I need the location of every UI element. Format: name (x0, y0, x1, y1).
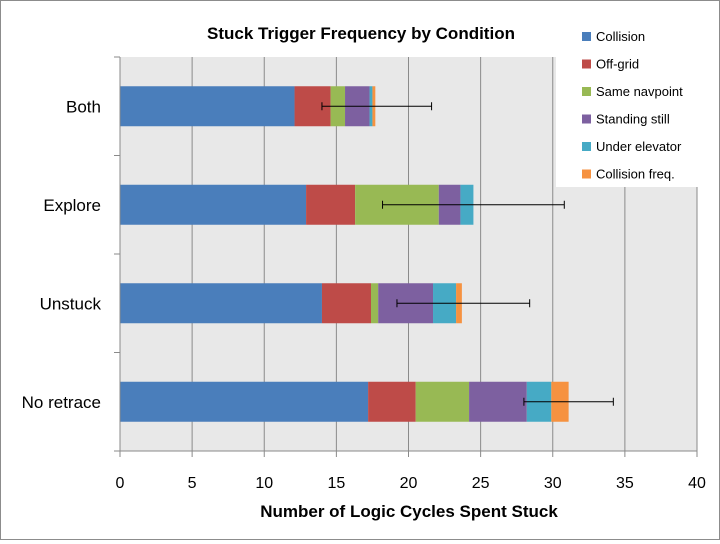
x-tick-label-0: 0 (116, 475, 125, 492)
legend-label-under-elevator: Under elevator (596, 139, 682, 154)
bar-no-retrace-collision (120, 381, 369, 422)
legend-swatch-under-elevator (582, 142, 591, 151)
x-tick-label-10: 10 (255, 475, 273, 492)
axes: 0 5 10 15 20 25 30 35 40 Both Explore Unstuck No ret… (22, 56, 706, 492)
legend: Collision Off-grid Same navpoint Standing s… (556, 19, 714, 187)
legend-swatch-collision-freq (582, 169, 591, 179)
legend-swatch-off-grid (582, 59, 591, 69)
bar-unstuck-collision (120, 283, 322, 324)
bar-explore-collision (120, 184, 307, 225)
bar-no-retrace-standing-still (469, 381, 527, 422)
x-tick-label-20: 20 (400, 475, 418, 492)
legend-swatch-same-navpoint (582, 87, 591, 96)
bar-unstuck-same-navpoint (370, 283, 379, 324)
bar-unstuck-off-grid (321, 283, 371, 324)
legend-label-collision: Collision (596, 29, 645, 44)
category-label-no-retrace: No retrace (22, 393, 101, 412)
legend-label-standing-still: Standing still (596, 112, 670, 127)
legend-swatch-standing-still (582, 114, 591, 124)
bar-no-retrace-same-navpoint (415, 381, 470, 422)
x-tick-label-40: 40 (688, 475, 706, 492)
bar-no-retrace-off-grid (368, 381, 416, 422)
legend-label-off-grid: Off-grid (596, 57, 639, 72)
legend-swatch-collision (582, 32, 591, 41)
x-tick-label-15: 15 (327, 475, 345, 492)
x-tick-label-30: 30 (544, 475, 562, 492)
bar-explore-off-grid (306, 184, 356, 225)
legend-label-collision-freq: Collision freq. (596, 167, 675, 182)
x-tick-label-25: 25 (472, 475, 490, 492)
bar-both-collision (120, 86, 295, 127)
x-tick-label-35: 35 (616, 475, 634, 492)
x-axis-label: Number of Logic Cycles Spent Stuck (260, 502, 558, 521)
category-label-explore: Explore (43, 196, 101, 215)
bars (120, 86, 569, 422)
error-bars (321, 102, 614, 406)
category-label-both: Both (66, 97, 101, 116)
category-label-unstuck: Unstuck (40, 294, 102, 313)
x-tick-label-5: 5 (188, 475, 197, 492)
legend-box (556, 19, 714, 187)
legend-label-same-navpoint: Same navpoint (596, 84, 683, 99)
chart-title: Stuck Trigger Frequency by Condition (207, 24, 515, 43)
